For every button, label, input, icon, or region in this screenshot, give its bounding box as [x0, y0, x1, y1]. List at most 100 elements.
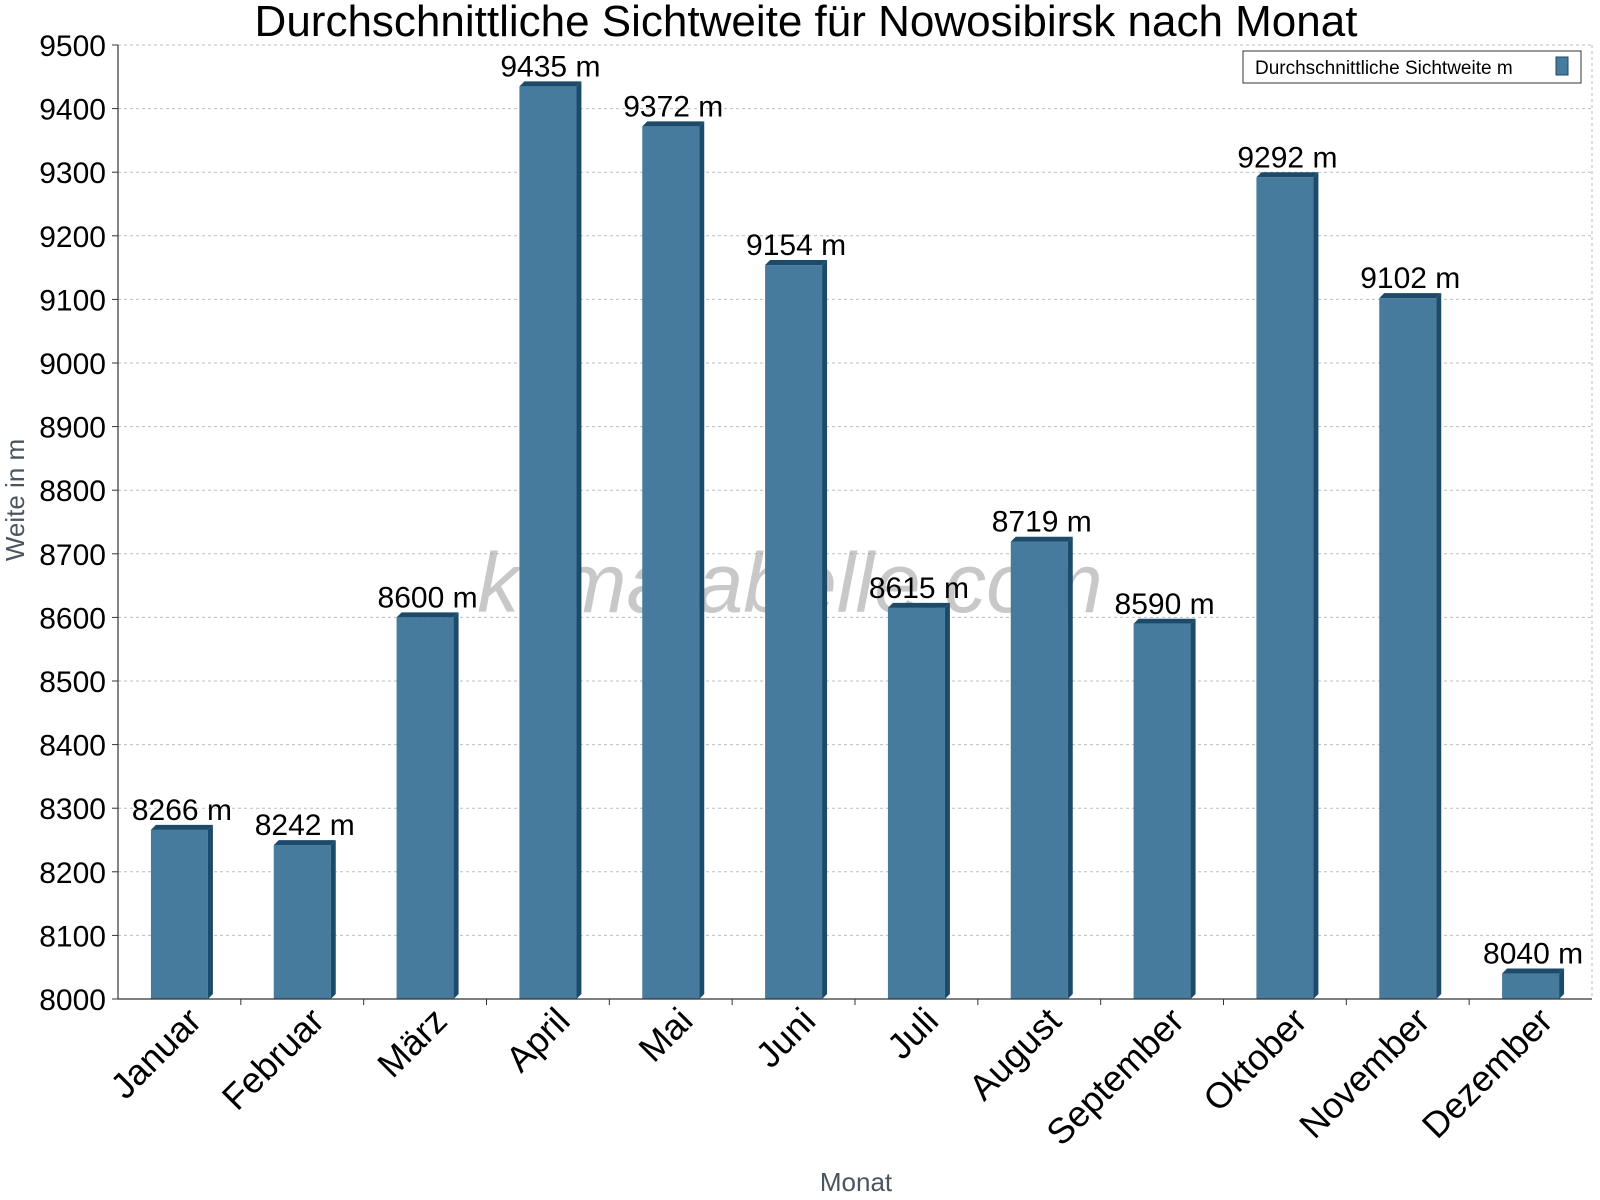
bar-side	[207, 824, 213, 999]
bar	[1133, 618, 1196, 999]
data-label: 9102 m	[1360, 262, 1460, 295]
y-tick-label: 8400	[39, 730, 106, 763]
data-label: 8242 m	[255, 809, 355, 842]
bar-face	[1256, 177, 1314, 1000]
bar-side	[822, 260, 828, 999]
bar-top	[1502, 968, 1565, 974]
data-label: 8040 m	[1483, 938, 1583, 971]
bar-face	[642, 126, 700, 999]
bar	[642, 121, 705, 999]
y-tick-label: 8500	[39, 666, 106, 699]
bar-top	[396, 612, 459, 618]
bar-side	[944, 602, 950, 999]
bar-top	[273, 840, 336, 846]
bar-top	[150, 824, 213, 830]
y-tick-label: 8900	[39, 412, 106, 445]
data-label: 8719 m	[992, 506, 1092, 539]
bar	[1256, 172, 1319, 1000]
y-tick-label: 8000	[39, 984, 106, 1017]
y-tick-label: 9000	[39, 348, 106, 381]
x-axis-label: Monat	[820, 1167, 893, 1197]
y-tick-label: 8100	[39, 920, 106, 953]
bar-face	[765, 265, 823, 999]
bar-side	[1067, 536, 1073, 999]
bar-face	[887, 607, 945, 999]
bar-top	[1010, 536, 1073, 542]
y-tick-label: 8300	[39, 793, 106, 826]
bar-side	[330, 840, 336, 999]
bar-face	[1010, 541, 1068, 999]
data-label: 9154 m	[746, 229, 846, 262]
bar	[519, 81, 582, 1000]
bar	[396, 612, 459, 999]
legend-label: Durchschnittliche Sichtweite m	[1255, 58, 1513, 79]
y-tick-label: 9200	[39, 221, 106, 254]
bar-side	[1436, 293, 1442, 999]
y-tick-label: 9400	[39, 94, 106, 127]
legend-box	[1242, 50, 1582, 84]
data-label: 9372 m	[623, 90, 723, 123]
x-tick-label: Juli	[879, 1000, 946, 1067]
bar-side	[453, 612, 459, 999]
bar-top	[1133, 618, 1196, 624]
bar-top	[519, 81, 582, 87]
bar-side	[576, 81, 582, 1000]
y-tick-label: 8700	[39, 539, 106, 572]
y-tick-label: 8200	[39, 857, 106, 890]
x-tick-label: Dezember	[1414, 1000, 1560, 1146]
x-tick-label: August	[961, 1000, 1069, 1108]
bar-side	[699, 121, 705, 999]
axes	[112, 44, 1592, 1005]
bar-face	[519, 86, 577, 1000]
x-tick-label: Januar	[102, 1000, 209, 1107]
grid-lines	[118, 44, 1593, 999]
bar-top	[1256, 172, 1319, 178]
bar	[887, 602, 950, 999]
bar-face	[1133, 623, 1191, 999]
bar-side	[1190, 618, 1196, 999]
bar-side	[1313, 172, 1319, 1000]
bars-group	[150, 81, 1565, 1000]
bar-top	[642, 121, 705, 127]
y-tick-labels: 8000 8100 8200 8300 8400 8500 8600 8700 8800 8900…	[39, 30, 106, 1017]
legend-swatch	[1555, 56, 1569, 76]
bar	[150, 824, 213, 999]
bar	[1502, 968, 1565, 999]
chart-title: Durchschnittliche Sichtweite für Nowosib…	[255, 0, 1358, 46]
bar-face	[150, 829, 208, 999]
x-tick-label: Mai	[630, 1000, 700, 1070]
data-labels: 8266 m 8242 m 8600 m 9435 m 9372 m 9154 m 8615…	[132, 50, 1583, 970]
x-tick-labels: Januar Februar März April Mai Juni Juli AugustS…	[102, 1000, 1560, 1154]
y-tick-label: 9300	[39, 157, 106, 190]
bar-top	[1379, 293, 1442, 299]
data-label: 9435 m	[500, 50, 600, 83]
data-label: 8590 m	[1115, 588, 1215, 621]
data-label: 8266 m	[132, 794, 232, 827]
bar	[273, 840, 336, 999]
y-tick-label: 8800	[39, 475, 106, 508]
x-tick-label: März	[369, 1000, 455, 1086]
bar-face	[273, 845, 331, 999]
data-label: 8600 m	[378, 581, 478, 614]
x-tick-label: Juni	[748, 1000, 824, 1076]
bar-face	[396, 617, 454, 999]
bar	[1379, 293, 1442, 999]
data-label: 8615 m	[869, 572, 969, 605]
bar-top	[887, 602, 950, 608]
y-tick-label: 9500	[39, 30, 106, 63]
y-axis-label: Weite in m	[0, 439, 30, 561]
y-tick-label: 8600	[39, 602, 106, 635]
data-label: 9292 m	[1237, 141, 1337, 174]
y-tick-label: 9100	[39, 284, 106, 317]
legend: Durchschnittliche Sichtweite m	[1242, 50, 1582, 84]
bar	[1010, 536, 1073, 999]
bar-top	[765, 260, 828, 266]
bar-face	[1502, 973, 1560, 999]
x-tick-label: Oktober	[1195, 1000, 1315, 1120]
bar-face	[1379, 298, 1437, 999]
bar	[765, 260, 828, 999]
x-tick-label: November	[1291, 1000, 1437, 1146]
bar-side	[1559, 968, 1565, 999]
x-tick-label: April	[498, 1000, 578, 1080]
